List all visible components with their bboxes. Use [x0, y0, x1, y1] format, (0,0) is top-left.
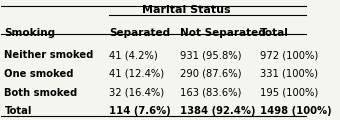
Text: 931 (95.8%): 931 (95.8%): [180, 50, 241, 60]
Text: 1498 (100%): 1498 (100%): [260, 106, 332, 116]
Text: 163 (83.6%): 163 (83.6%): [180, 88, 241, 98]
Text: 32 (16.4%): 32 (16.4%): [109, 88, 164, 98]
Text: Total: Total: [4, 106, 32, 116]
Text: Not Separated: Not Separated: [180, 28, 266, 38]
Text: 290 (87.6%): 290 (87.6%): [180, 69, 241, 79]
Text: Total: Total: [260, 28, 289, 38]
Text: One smoked: One smoked: [4, 69, 74, 79]
Text: 41 (12.4%): 41 (12.4%): [109, 69, 164, 79]
Text: 114 (7.6%): 114 (7.6%): [109, 106, 171, 116]
Text: Marital Status: Marital Status: [142, 5, 231, 15]
Text: 41 (4.2%): 41 (4.2%): [109, 50, 158, 60]
Text: 331 (100%): 331 (100%): [260, 69, 318, 79]
Text: 972 (100%): 972 (100%): [260, 50, 318, 60]
Text: 195 (100%): 195 (100%): [260, 88, 318, 98]
Text: Separated: Separated: [109, 28, 170, 38]
Text: Smoking: Smoking: [4, 28, 56, 38]
Text: Both smoked: Both smoked: [4, 88, 78, 98]
Text: Neither smoked: Neither smoked: [4, 50, 94, 60]
Text: 1384 (92.4%): 1384 (92.4%): [180, 106, 255, 116]
